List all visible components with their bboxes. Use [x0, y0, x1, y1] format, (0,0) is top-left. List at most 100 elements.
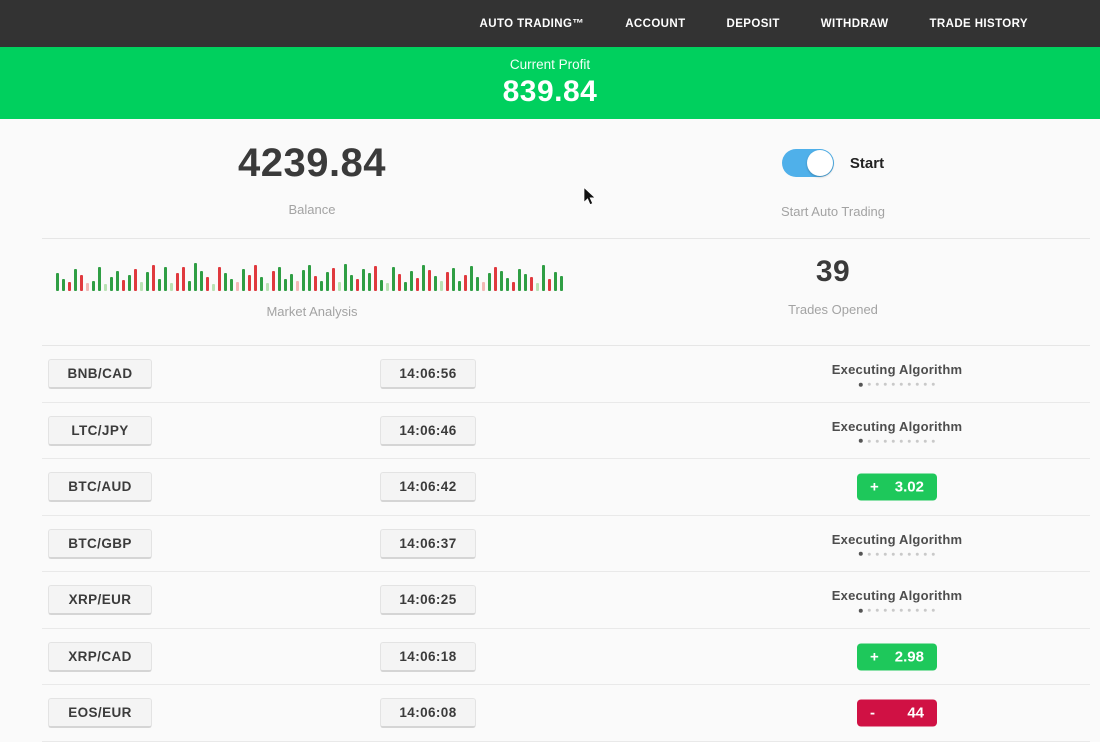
chart-bar — [452, 268, 455, 291]
chart-bar — [80, 275, 83, 291]
market-analysis-chart — [56, 261, 568, 291]
time-badge: 14:06:46 — [380, 415, 476, 446]
profit-value: 839.84 — [502, 75, 598, 108]
chart-bar — [332, 268, 335, 291]
chart-bar — [554, 272, 557, 291]
chart-bar — [386, 283, 389, 291]
profit-label: Current Profit — [509, 57, 591, 72]
chart-bar — [272, 271, 275, 291]
chart-bar — [494, 267, 497, 291]
pair-badge[interactable]: BTC/GBP — [48, 528, 152, 559]
executing-label: Executing Algorithm — [831, 418, 963, 434]
status-result: +2.98 — [857, 643, 937, 671]
toggle-start-label: Start — [849, 154, 885, 172]
top-navbar: AUTO TRADING™ ACCOUNT DEPOSIT WITHDRAW TRADE… — [0, 0, 1100, 47]
trade-row: EOS/EUR 14:06:08 - 44 — [0, 685, 1100, 742]
chart-bar — [62, 279, 65, 291]
status-executing: Executing Algorithm — [832, 362, 962, 387]
trade-row: LTC/JPY 14:06:46 Executing Algorithm — [0, 403, 1100, 460]
chart-bar — [176, 273, 179, 291]
badge-sign: + — [870, 478, 879, 496]
pair-badge[interactable]: BNB/CAD — [48, 359, 152, 390]
chart-bar — [416, 278, 419, 291]
chart-bar — [236, 282, 239, 291]
auto-trading-toggle[interactable] — [781, 149, 834, 177]
trade-row: BNB/CAD 14:06:56 Executing Algorithm — [0, 346, 1100, 403]
chart-bar — [242, 269, 245, 291]
chart-bar — [206, 277, 209, 291]
chart-bar — [548, 279, 551, 291]
chart-bar — [488, 273, 491, 291]
pair-badge[interactable]: LTC/JPY — [48, 415, 152, 446]
chart-bar — [170, 283, 173, 291]
progress-dots-icon — [832, 382, 962, 387]
chart-bar — [530, 277, 533, 291]
trades-opened-value: 39 — [815, 255, 851, 288]
chart-bar — [104, 284, 107, 291]
nav-item-auto-trading[interactable]: AUTO TRADING™ — [479, 17, 585, 30]
loss-badge: - 44 — [857, 699, 937, 727]
chart-bar — [134, 269, 137, 291]
chart-bar — [482, 282, 485, 291]
time-badge: 14:06:42 — [380, 472, 476, 503]
auto-trading-caption: Start Auto Trading — [780, 204, 886, 219]
trade-row: BTC/AUD 14:06:42 +3.02 — [0, 459, 1100, 516]
chart-bar — [92, 281, 95, 291]
balance-value: 4239.84 — [237, 141, 387, 185]
time-badge: 14:06:08 — [380, 698, 476, 729]
chart-bar — [398, 274, 401, 291]
status-result: +3.02 — [857, 473, 937, 501]
badge-sign: + — [870, 648, 879, 666]
chart-bar — [218, 267, 221, 291]
chart-bar — [68, 282, 71, 291]
chart-bar — [476, 277, 479, 291]
chart-bar — [212, 284, 215, 291]
chart-bar — [182, 267, 185, 291]
chart-bar — [140, 282, 143, 291]
balance-label: Balance — [288, 202, 336, 217]
pair-badge[interactable]: XRP/CAD — [48, 641, 152, 672]
chart-bar — [308, 265, 311, 291]
divider — [42, 238, 1090, 239]
market-analysis-label: Market Analysis — [266, 304, 358, 319]
pair-badge[interactable]: EOS/EUR — [48, 698, 152, 729]
divider — [42, 345, 1090, 346]
chart-bar — [536, 283, 539, 291]
chart-bar — [200, 271, 203, 291]
badge-value: 2.98 — [894, 648, 924, 666]
chart-bar — [110, 277, 113, 291]
chart-bar — [440, 281, 443, 291]
trade-row: BTC/GBP 14:06:37 Executing Algorithm — [0, 516, 1100, 573]
chart-bar — [146, 272, 149, 291]
chart-bar — [266, 283, 269, 291]
chart-bar — [278, 267, 281, 291]
trade-row: XRP/EUR 14:06:25 Executing Algorithm — [0, 572, 1100, 629]
chart-bar — [248, 275, 251, 291]
progress-dots-icon — [832, 439, 962, 443]
pair-badge[interactable]: BTC/AUD — [48, 472, 152, 503]
chart-bar — [284, 279, 287, 291]
chart-bar — [344, 264, 347, 291]
pair-badge[interactable]: XRP/EUR — [48, 585, 152, 616]
nav-item-withdraw[interactable]: WITHDRAW — [820, 17, 889, 30]
chart-bar — [74, 269, 77, 291]
nav-item-trade-history[interactable]: TRADE HISTORY — [929, 17, 1028, 30]
time-badge: 14:06:18 — [380, 641, 476, 672]
profit-banner: Current Profit 839.84 — [0, 47, 1100, 119]
chart-bar — [434, 276, 437, 291]
chart-bar — [404, 282, 407, 291]
chart-bar — [164, 267, 167, 291]
chart-bar — [512, 282, 515, 291]
nav-item-deposit[interactable]: DEPOSIT — [726, 17, 780, 30]
chart-bar — [260, 277, 263, 291]
chart-bar — [518, 269, 521, 291]
nav-items: AUTO TRADING™ ACCOUNT DEPOSIT WITHDRAW TRADE… — [480, 18, 1028, 30]
chart-bar — [158, 279, 161, 291]
chart-bar — [296, 281, 299, 291]
stats-section: 4239.84 Balance Start Start Auto Trading… — [0, 119, 1100, 346]
nav-item-account[interactable]: ACCOUNT — [625, 17, 686, 30]
chart-bar — [422, 265, 425, 291]
chart-bar — [224, 273, 227, 291]
chart-bar — [338, 282, 341, 291]
